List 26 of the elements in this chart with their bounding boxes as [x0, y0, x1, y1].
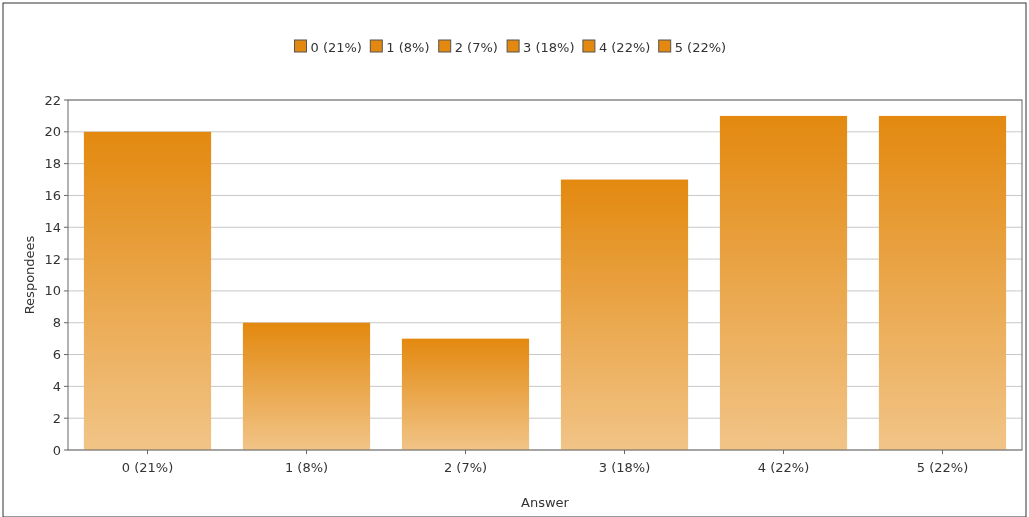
- legend-label: 4 (22%): [598, 39, 651, 55]
- legend-label: 2 (7%): [454, 39, 498, 55]
- y-tick-label: 20: [44, 124, 61, 140]
- y-tick-label: 0: [52, 442, 61, 458]
- x-tick-label: 1 (8%): [284, 460, 329, 475]
- legend-label: 0 (21%): [310, 39, 362, 55]
- y-tick-label: 12: [44, 251, 61, 267]
- y-tick-label: 10: [44, 283, 61, 299]
- legend-label: 1 (8%): [386, 39, 430, 55]
- y-tick-label: 16: [44, 188, 61, 203]
- legend-label: 3 (18%): [523, 39, 575, 55]
- y-axis-title: Respondees: [22, 235, 37, 315]
- y-tick-label: 2: [52, 410, 61, 426]
- x-tick-label: 0 (21%): [121, 460, 174, 475]
- y-tick-label: 8: [52, 315, 61, 331]
- x-tick-label: 4 (22%): [757, 460, 810, 475]
- x-tick-label: 2 (7%): [443, 460, 488, 475]
- y-tick-label: 22: [44, 92, 61, 108]
- y-tick-label: 18: [44, 156, 61, 172]
- x-axis-title: Answer: [521, 495, 570, 510]
- y-tick-label: 4: [52, 378, 61, 394]
- y-tick-label: 6: [52, 347, 61, 363]
- x-tick-label: 5 (22%): [916, 460, 969, 475]
- legend-label: 5 (22%): [674, 39, 727, 55]
- x-tick-label: 3 (18%): [598, 460, 651, 475]
- y-tick-label: 14: [44, 219, 61, 235]
